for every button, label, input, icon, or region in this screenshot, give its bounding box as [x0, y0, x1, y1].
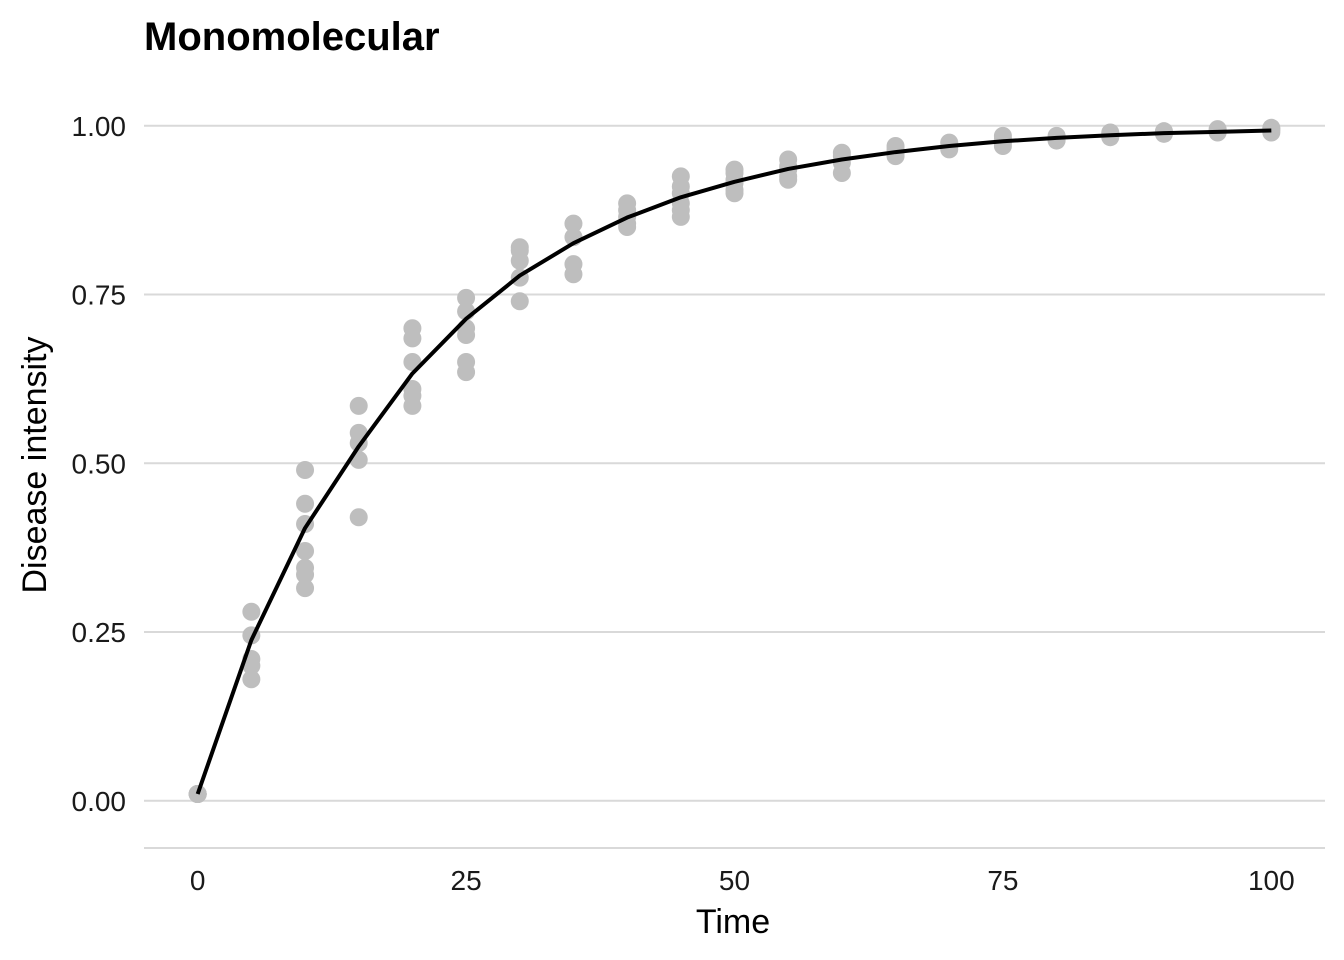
- data-point: [242, 602, 261, 621]
- data-point: [457, 288, 476, 307]
- x-axis-ticks: 0 25 50 75 100: [190, 865, 1295, 896]
- x-tick-label: 100: [1248, 865, 1295, 896]
- fit-line-layer: [195, 128, 1272, 795]
- data-point: [510, 292, 529, 311]
- data-point: [510, 251, 529, 270]
- chart-title: Monomolecular: [144, 15, 440, 59]
- data-point: [564, 265, 583, 284]
- data-point: [725, 184, 744, 203]
- data-point: [296, 565, 315, 584]
- x-tick-label: 75: [987, 865, 1018, 896]
- y-tick-label: 1.00: [72, 111, 127, 142]
- data-point: [296, 542, 315, 560]
- data-point: [671, 207, 690, 226]
- x-tick-label: 0: [190, 865, 206, 896]
- data-point: [779, 170, 798, 189]
- x-tick-label: 25: [451, 865, 482, 896]
- y-tick-label: 0.00: [72, 786, 127, 817]
- y-axis-ticks: 0.00 0.25 0.50 0.75 1.00: [72, 111, 127, 817]
- grid-layer: [144, 124, 1325, 849]
- data-point: [349, 508, 368, 527]
- data-point: [296, 579, 315, 598]
- x-axis-title: Time: [696, 903, 770, 941]
- data-point: [940, 140, 959, 159]
- data-point: [296, 494, 315, 513]
- data-point: [242, 656, 261, 675]
- data-point: [1047, 131, 1066, 150]
- y-tick-label: 0.75: [72, 280, 127, 311]
- data-point: [457, 326, 476, 344]
- data-point: [349, 396, 368, 415]
- data-point: [242, 670, 261, 689]
- data-point: [403, 329, 422, 348]
- data-point: [832, 164, 851, 182]
- data-point: [1101, 128, 1120, 147]
- y-tick-label: 0.50: [72, 448, 127, 479]
- y-axis-title: Disease intensity: [16, 336, 54, 593]
- data-point: [618, 218, 637, 236]
- data-point: [403, 396, 422, 415]
- points-layer: [188, 118, 1281, 803]
- y-tick-label: 0.25: [72, 617, 127, 648]
- fitted-curve: [195, 128, 1272, 795]
- x-tick-label: 50: [719, 865, 750, 896]
- data-point: [564, 214, 583, 233]
- data-point: [296, 461, 315, 479]
- data-point: [457, 363, 476, 382]
- data-point: [1262, 123, 1281, 142]
